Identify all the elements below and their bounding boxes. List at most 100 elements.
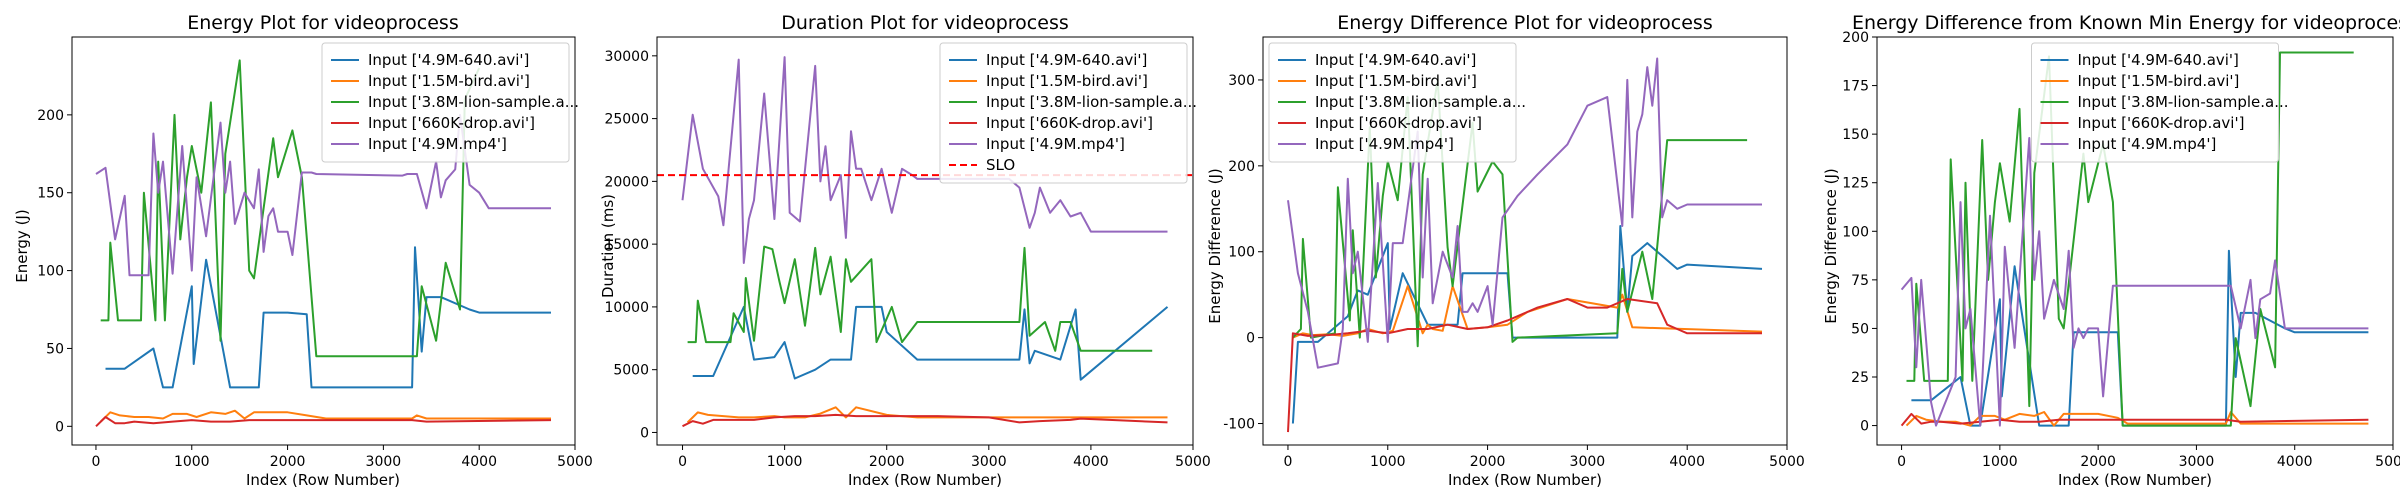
y-axis-label: Energy (J) (13, 209, 31, 282)
y-axis-label: Duration (ms) (599, 194, 617, 298)
y-tick-label: 25000 (604, 112, 649, 128)
x-tick-label: 5000 (1175, 454, 1211, 470)
legend: Input ['4.9M-640.avi'] Input ['1.5M-bird.… (1268, 42, 1526, 163)
legend-box (1268, 42, 1517, 163)
x-tick-label: 0 (91, 454, 100, 470)
y-tick-label: 50 (46, 341, 64, 357)
legend-label: Input ['4.9M.mp4'] (986, 135, 1125, 153)
y-tick-label: 25 (1851, 370, 1869, 386)
x-tick-label: 3000 (971, 454, 1007, 470)
legend-label: Input ['4.9M-640.avi'] (368, 51, 529, 69)
x-tick-label: 3000 (2179, 454, 2215, 470)
x-axis-label: Index (Row Number) (1448, 471, 1602, 489)
x-tick-label: 0 (678, 454, 687, 470)
chart-title: Duration Plot for videoprocess (781, 12, 1069, 34)
y-tick-label: 150 (1842, 127, 1869, 143)
x-tick-label: 4000 (2277, 454, 2313, 470)
x-tick-label: 5000 (1769, 454, 1805, 470)
x-axis-label: Index (Row Number) (2058, 471, 2212, 489)
series-line-3 (682, 413, 1168, 428)
chart-title: Energy Difference Plot for videoprocess (1337, 12, 1712, 34)
series-line-1 (1292, 285, 1763, 339)
legend-label: Input ['1.5M-bird.avi'] (1315, 72, 1477, 90)
axes-frame (656, 36, 1194, 446)
y-tick-label: 75 (1851, 273, 1869, 289)
legend-label: Input ['1.5M-bird.avi'] (368, 72, 530, 90)
x-tick-label: 4000 (461, 454, 497, 470)
y-axis-label: Energy Difference (J) (1822, 168, 1840, 324)
legend-label: Input ['4.9M-640.avi'] (986, 51, 1147, 69)
x-tick-label: 5000 (557, 454, 593, 470)
series-line-0 (105, 246, 551, 389)
axes-frame (71, 36, 576, 446)
x-tick-label: 4000 (1669, 454, 1705, 470)
series-group (1900, 51, 2369, 427)
legend-label: Input ['4.9M.mp4'] (1315, 135, 1454, 153)
legend-box (2031, 42, 2279, 163)
x-tick-label: 2000 (1470, 454, 1506, 470)
x-tick-label: 1000 (767, 454, 803, 470)
chart-title: Energy Plot for videoprocess (187, 12, 458, 34)
x-tick-label: 2000 (869, 454, 905, 470)
y-tick-label: 300 (1228, 73, 1255, 89)
x-axis-label: Index (Row Number) (848, 471, 1002, 489)
y-tick-label: 175 (1842, 79, 1869, 95)
y-tick-label: 200 (37, 108, 64, 124)
legend: Input ['4.9M-640.avi'] Input ['1.5M-bird.… (2031, 42, 2289, 163)
legend-label: Input ['660K-drop.avi'] (2078, 114, 2245, 132)
chart-panel-min-energy-difference: Energy Difference from Known Min Energy … (1822, 12, 2400, 489)
legend-label: Input ['4.9M-640.avi'] (2078, 51, 2239, 69)
chart-panel-energy-difference: Energy Difference Plot for videoprocess … (1206, 12, 1805, 489)
y-axis-label: Energy Difference (J) (1206, 168, 1224, 324)
x-tick-label: 2000 (2080, 454, 2116, 470)
y-tick-label: 100 (37, 264, 64, 280)
series-group (95, 59, 552, 428)
legend-label: Input ['1.5M-bird.avi'] (2078, 72, 2240, 90)
series-line-2 (1906, 51, 2354, 427)
series-line-2 (687, 245, 1153, 352)
legend: Input ['4.9M-640.avi'] Input ['1.5M-bird.… (939, 42, 1197, 184)
x-tick-label: 5000 (2375, 454, 2400, 470)
y-tick-label: 0 (1860, 419, 1869, 435)
series-line-3 (1900, 412, 2369, 427)
series-line-1 (100, 409, 551, 423)
series-line-4 (1287, 57, 1762, 369)
x-tick-label: 0 (1897, 454, 1906, 470)
y-tick-label: 15000 (604, 237, 649, 253)
y-tick-label: 5000 (613, 363, 649, 379)
legend-box (321, 42, 570, 163)
chart-panel-energy: Energy Plot for videoprocess Index (Row … (13, 12, 593, 489)
series-line-1 (686, 406, 1168, 424)
x-axis-label: Index (Row Number) (246, 471, 400, 489)
y-tick-label: 0 (640, 425, 649, 441)
legend-label: Input ['1.5M-bird.avi'] (986, 72, 1148, 90)
y-tick-label: 200 (1228, 159, 1255, 175)
y-tick-label: 150 (37, 186, 64, 202)
y-tick-label: 125 (1842, 176, 1869, 192)
axes-frame (1262, 36, 1788, 446)
legend-label: Input ['3.8M-lion-sample.a... (368, 93, 579, 111)
y-tick-label: 10000 (604, 300, 649, 316)
x-tick-label: 1000 (174, 454, 210, 470)
legend-label: Input ['3.8M-lion-sample.a... (986, 93, 1197, 111)
legend-label: Input ['4.9M.mp4'] (2078, 135, 2217, 153)
legend-label: Input ['4.9M.mp4'] (368, 135, 507, 153)
y-tick-label: 200 (1842, 30, 1869, 46)
series-line-4 (681, 56, 1168, 264)
series-line-4 (1900, 137, 2369, 427)
legend-box (939, 42, 1188, 184)
series-line-0 (692, 305, 1169, 381)
y-tick-label: 0 (55, 419, 64, 435)
x-tick-label: 1000 (1370, 454, 1406, 470)
chart-panel-duration: Duration Plot for videoprocess Index (Ro… (599, 12, 1211, 489)
legend-label: Input ['4.9M-640.avi'] (1315, 51, 1476, 69)
legend-label: Input ['3.8M-lion-sample.a... (1315, 93, 1526, 111)
x-tick-label: 3000 (366, 454, 402, 470)
y-tick-label: 0 (1246, 331, 1255, 347)
x-tick-label: 2000 (270, 454, 306, 470)
x-tick-label: 1000 (1982, 454, 2018, 470)
legend-label: Input ['660K-drop.avi'] (368, 114, 535, 132)
legend-label: Input ['660K-drop.avi'] (1315, 114, 1482, 132)
x-tick-label: 4000 (1073, 454, 1109, 470)
axes-frame (1876, 36, 2394, 446)
